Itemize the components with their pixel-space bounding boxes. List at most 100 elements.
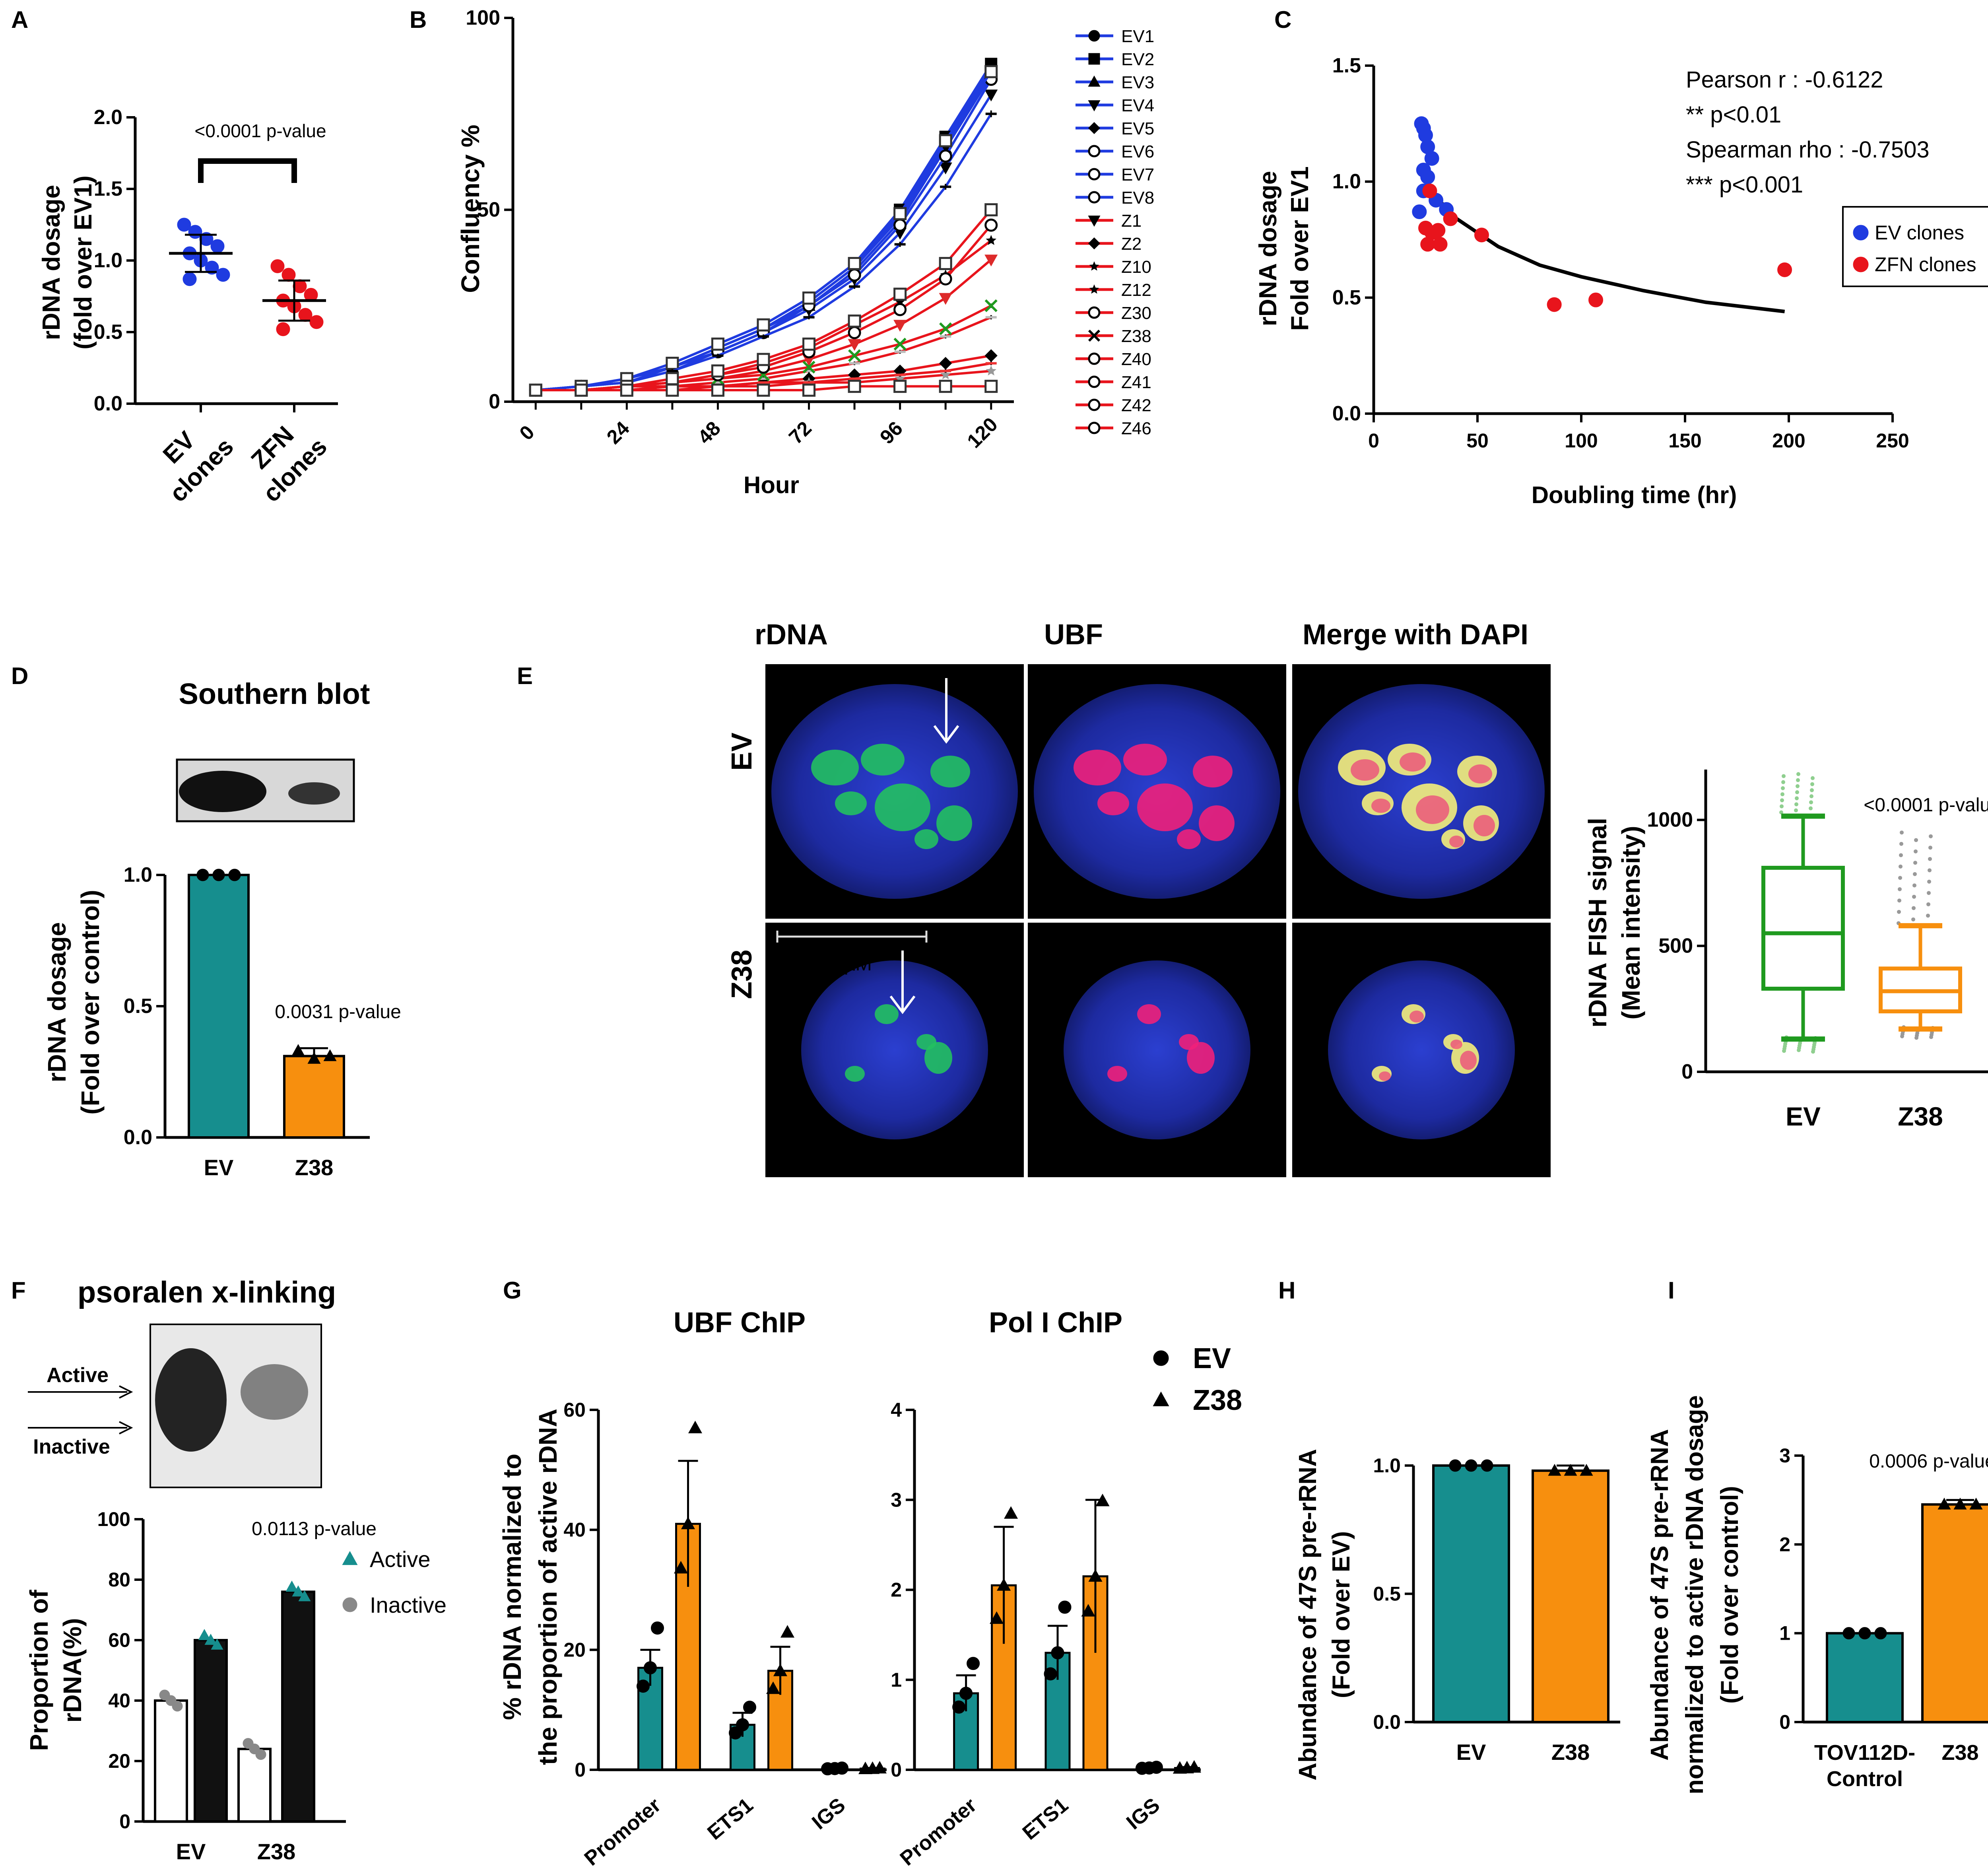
panel-letter-G: G	[503, 1277, 522, 1304]
panel-g-point	[990, 1611, 1004, 1624]
panel-b-legend-marker	[1088, 216, 1101, 227]
panel-e-outlier	[1928, 868, 1932, 873]
panel-f-point-active	[285, 1580, 298, 1592]
panel-d-title: Southern blot	[179, 677, 370, 710]
panel-b-marker	[666, 372, 679, 385]
panel-g-point	[1004, 1506, 1018, 1519]
panel-e-spot-overlay	[1474, 815, 1495, 836]
panel-e-spot-overlay	[1400, 752, 1426, 772]
panel-e-outlier	[1794, 808, 1798, 813]
panel-e-outlier	[1810, 782, 1814, 786]
panel-e-spot	[916, 1034, 936, 1050]
panel-c-series-EV clones	[1412, 116, 1454, 219]
panel-e-spot-overlay	[1460, 1051, 1477, 1070]
panel-g-legend-label: Z38	[1193, 1384, 1242, 1416]
panel-e-box-Z38: Z38	[1879, 830, 1962, 1131]
panel-b-legend-label: Z30	[1121, 303, 1151, 323]
panel-b-legend-marker	[1088, 145, 1101, 157]
y-tick-label: 1.0	[1373, 1454, 1401, 1477]
panel-d-xcat: EV	[204, 1155, 234, 1180]
panel-g-legend-marker	[1153, 1391, 1169, 1406]
panel-b-marker	[893, 303, 907, 316]
panel-h-ylabel-1: (Fold over EV)	[1328, 1531, 1355, 1698]
panel-b-marker-b	[802, 361, 815, 374]
panel-f-y-axis: 0 20 40 60 80 100	[97, 1508, 145, 1833]
panel-b-xtick-label: 48	[693, 417, 725, 449]
panel-c-xlabel: Doubling time (hr)	[1532, 482, 1737, 508]
panel-a-point	[276, 322, 290, 336]
panel-g-point	[872, 1761, 887, 1774]
panel-b-legend-marker	[1088, 422, 1101, 434]
panel-b-marker	[893, 320, 907, 332]
panel-e-nucleus	[801, 960, 988, 1139]
panel-e-outlier	[1781, 780, 1785, 784]
panel-b: 0 50 100 0 24 48 72 96 120 Hour Confluency % EV1 EV2…	[456, 6, 1154, 498]
panel-b-legend-marker	[1088, 329, 1101, 342]
panel-e-spot	[875, 783, 930, 831]
panel-b-ylabel: Confluency %	[456, 124, 485, 293]
panel-i-ylabel: Abundance of 47S pre-rRNA normalized to a…	[1646, 1395, 1743, 1794]
panel-e-spot-overlay	[1371, 799, 1390, 813]
panel-d-ylabel: rDNA dosage (Fold over control)	[43, 890, 105, 1114]
panel-a-point	[210, 239, 225, 253]
panel-b-xtick-label: 96	[876, 417, 907, 449]
panel-b-marker	[984, 349, 998, 362]
panel-h-point	[1564, 1464, 1577, 1476]
panel-i-xcat: Z38	[1941, 1741, 1978, 1765]
panel-b-y-axis: 0 50 100	[466, 6, 514, 413]
panel-e-spot	[914, 829, 938, 849]
panel-b-legend-marker	[1088, 191, 1101, 204]
panel-e-outlier	[1782, 774, 1786, 778]
panel-g-point	[1081, 1604, 1095, 1617]
panel-e-spot	[1199, 805, 1235, 841]
panel-b-marker	[757, 383, 770, 397]
panel-b-series-Z41: Z41	[529, 203, 1151, 397]
panel-h-bar-EV	[1432, 1464, 1510, 1723]
panel-b-legend-marker-b	[1088, 329, 1101, 342]
panel-b-xtick-label: 24	[602, 417, 634, 448]
panel-e-tile	[765, 664, 1024, 919]
panel-b-legend-label: EV1	[1121, 27, 1154, 46]
panel-a-point	[216, 268, 230, 282]
panel-i-point	[1858, 1627, 1871, 1640]
panel-f-legend-label: Active	[370, 1547, 431, 1572]
panel-i-xcat-0: Z38	[1941, 1741, 1978, 1765]
panel-b-series-EV2: EV2	[529, 50, 1154, 397]
panel-c-annotation: Pearson r : -0.6122	[1686, 67, 1883, 93]
panel-b-marker	[666, 383, 679, 397]
y-tick-label: 40	[108, 1689, 130, 1712]
panel-b-marker	[984, 89, 998, 102]
panel-b-legend-label: EV2	[1121, 50, 1154, 69]
panel-b-marker	[529, 383, 542, 397]
panel-letter-A: A	[11, 6, 28, 33]
panel-c-legend-box	[1842, 206, 1988, 287]
panel-c-legend: EV clones ZFN clones	[1842, 206, 1988, 287]
panel-a: 0.0 0.5 1.0 1.5 2.0 rDNA dosage (fold over EV1…	[38, 106, 338, 507]
panel-b-marker	[666, 357, 679, 370]
panel-b-series-EV1: EV1	[529, 27, 1154, 397]
panel-h-xcat: EV	[1456, 1740, 1486, 1765]
panel-g-point	[1149, 1761, 1163, 1774]
panel-e-box-EV: EV	[1761, 772, 1845, 1131]
panel-e-spot	[930, 756, 970, 787]
panel-g-subplot-0: UBF ChIP 0 20 40 60 Promoter ETS1 IGS	[563, 1307, 887, 1870]
panel-e-outlier	[1779, 810, 1783, 814]
panel-c-point	[1547, 297, 1562, 312]
panel-e-y-axis: 0 500 1000	[1647, 770, 1707, 1083]
panel-d-y-axis: 0.0 0.5 1.0	[124, 863, 167, 1149]
panel-b-legend-marker	[1088, 100, 1101, 112]
panel-letter-C: C	[1274, 6, 1291, 33]
panel-b-legend-label: Z42	[1121, 396, 1151, 415]
panel-h-ylabel-0: Abundance of 47S pre-rRNA	[1294, 1449, 1322, 1781]
panel-b-series-EV4: EV4	[529, 89, 1154, 397]
panel-letter-F: F	[11, 1277, 26, 1304]
panel-c-point	[1588, 292, 1604, 307]
panel-a-series-EV clones	[169, 218, 233, 286]
panel-g-point	[766, 1681, 780, 1694]
panel-b-legend-marker	[1088, 30, 1100, 42]
panel-e-outlier	[1900, 830, 1904, 835]
panel-b-marker	[939, 149, 952, 163]
panel-c-ylabel: rDNA dosage Fold over EV1	[1254, 166, 1314, 330]
